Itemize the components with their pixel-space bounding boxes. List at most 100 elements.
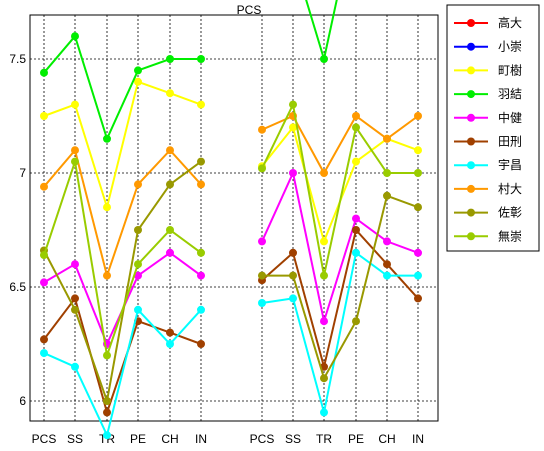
data-point (320, 408, 328, 417)
x-tick-label: PCS (32, 432, 57, 446)
data-point (134, 305, 142, 314)
data-point (40, 349, 48, 358)
data-point (134, 77, 142, 86)
data-point (414, 169, 422, 177)
data-point (166, 248, 174, 257)
data-point (40, 68, 48, 77)
legend-item: 羽結 (454, 87, 522, 101)
data-point (103, 351, 111, 360)
series-line (261, 114, 419, 176)
series-line (261, 251, 418, 413)
data-point (383, 169, 391, 177)
legend-marker (467, 184, 475, 193)
series-9 (40, 157, 422, 405)
data-point (258, 299, 266, 307)
data-point (383, 237, 391, 246)
series-line (43, 307, 202, 439)
data-point (320, 169, 328, 177)
y-tick-label: 7.5 (9, 52, 26, 66)
data-point (197, 305, 205, 314)
data-point (197, 271, 205, 280)
data-point (40, 278, 48, 287)
data-point (197, 55, 205, 63)
data-point (71, 305, 79, 314)
data-point (166, 226, 174, 234)
data-point (103, 271, 111, 280)
legend-item: 佐彰 (454, 205, 522, 220)
data-point (383, 260, 391, 269)
data-point (71, 294, 79, 303)
data-point (320, 317, 328, 326)
legend-marker (467, 66, 475, 75)
grid (30, 15, 438, 421)
y-tick-label: 6.5 (9, 280, 26, 294)
series-layer (40, 0, 422, 440)
series-line (261, 169, 419, 326)
data-point (289, 248, 297, 257)
series-line (43, 251, 202, 347)
data-point (134, 180, 142, 189)
data-point (103, 408, 111, 417)
legend-marker (467, 113, 475, 122)
legend-label: 小崇 (498, 40, 522, 54)
data-point (71, 157, 79, 166)
data-point (40, 335, 48, 344)
data-point (383, 271, 391, 280)
data-point (166, 89, 174, 98)
chart-title: PCS (237, 3, 262, 17)
legend-marker (467, 42, 475, 51)
data-point (258, 164, 266, 173)
legend-marker (467, 232, 475, 241)
data-point (197, 180, 205, 189)
data-point (103, 134, 111, 143)
legend-label: 宇昌 (498, 158, 522, 172)
data-point (289, 123, 297, 132)
legend-item: 高大 (454, 15, 522, 30)
series-line (43, 296, 202, 416)
legend-marker (467, 90, 475, 99)
data-point (197, 157, 205, 166)
data-point (134, 260, 142, 269)
data-point (320, 237, 328, 246)
x-tick-label: CH (161, 432, 178, 446)
data-point (289, 271, 297, 280)
legend-item: 中健 (454, 110, 522, 125)
y-axis: 66.577.588.59 (9, 52, 26, 408)
data-point (197, 340, 205, 348)
series-line (261, 101, 418, 276)
legend-label: 羽結 (498, 87, 522, 101)
series-10 (40, 100, 422, 360)
data-point (352, 317, 360, 326)
data-point (71, 146, 79, 155)
data-point (166, 180, 174, 189)
data-point (197, 100, 205, 109)
legend-marker (467, 208, 475, 217)
x-tick-label: IN (412, 432, 424, 446)
data-point (352, 214, 360, 223)
series-6 (40, 226, 422, 417)
series-8 (40, 112, 422, 280)
series-line (43, 34, 201, 142)
series-5 (40, 169, 422, 348)
legend-label: 田刑 (498, 135, 522, 149)
legend-marker (467, 137, 475, 146)
x-tick-label: PE (348, 432, 364, 446)
data-point (414, 146, 422, 155)
legend-item: 無崇 (454, 228, 522, 243)
data-point (352, 112, 360, 120)
data-point (166, 55, 174, 63)
data-point (103, 431, 111, 440)
data-point (414, 248, 422, 257)
legend-label: 町樹 (498, 63, 522, 77)
legend-item: 宇昌 (454, 158, 522, 172)
y-tick-label: 6 (19, 394, 26, 408)
series-3 (40, 77, 422, 246)
data-point (258, 237, 266, 246)
data-point (166, 146, 174, 155)
x-tick-label: IN (195, 432, 207, 446)
data-point (71, 362, 79, 371)
legend-item: 田刑 (454, 135, 522, 149)
legend-item: 小崇 (454, 40, 522, 54)
